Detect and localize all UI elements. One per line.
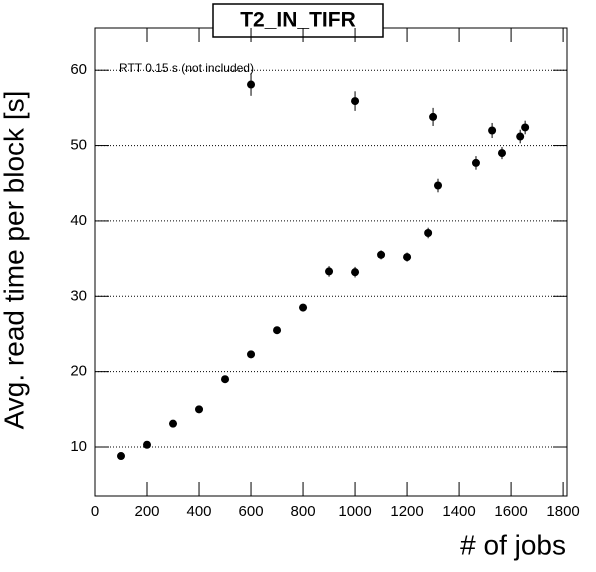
chart-title: T2_IN_TIFR bbox=[240, 9, 356, 32]
x-tick-label: 1000 bbox=[338, 503, 371, 520]
y-tick-label: 40 bbox=[70, 212, 87, 229]
x-tick-label: 1400 bbox=[442, 503, 475, 520]
data-point bbox=[351, 268, 360, 277]
data-point bbox=[403, 253, 412, 262]
x-axis-label: # of jobs bbox=[460, 529, 566, 560]
data-point bbox=[488, 126, 497, 135]
data-point bbox=[497, 149, 506, 158]
x-tick-label: 0 bbox=[91, 503, 99, 520]
data-point bbox=[195, 405, 204, 414]
data-point bbox=[424, 228, 433, 237]
x-tick-label: 1800 bbox=[546, 503, 579, 520]
data-point bbox=[299, 303, 308, 312]
title-box bbox=[212, 3, 384, 38]
y-tick-label: 60 bbox=[70, 61, 87, 78]
y-axis-label: Avg. read time per block [s] bbox=[0, 91, 29, 430]
x-tick-label: 1200 bbox=[390, 503, 423, 520]
data-point bbox=[377, 250, 386, 259]
data-point bbox=[434, 181, 443, 190]
data-point bbox=[516, 132, 525, 141]
data-point bbox=[247, 80, 256, 89]
data-point bbox=[117, 452, 126, 461]
x-tick-label: 600 bbox=[239, 503, 264, 520]
data-point bbox=[247, 350, 256, 359]
data-point bbox=[143, 440, 152, 449]
x-tick-label: 1600 bbox=[494, 503, 527, 520]
data-point bbox=[169, 419, 178, 428]
data-point bbox=[351, 97, 360, 106]
data-point bbox=[471, 158, 480, 167]
y-tick-label: 50 bbox=[70, 137, 87, 154]
data-point bbox=[325, 267, 334, 276]
x-tick-label: 800 bbox=[291, 503, 316, 520]
data-point bbox=[221, 375, 230, 384]
data-point bbox=[429, 112, 438, 121]
x-tick-label: 400 bbox=[187, 503, 212, 520]
y-tick-label: 30 bbox=[70, 287, 87, 304]
data-point bbox=[273, 326, 282, 335]
y-tick-label: 20 bbox=[70, 363, 87, 380]
annotation: RTT 0.15 s (not included) bbox=[119, 61, 254, 75]
y-tick-label: 10 bbox=[70, 438, 87, 455]
data-point bbox=[521, 123, 530, 132]
x-tick-label: 200 bbox=[134, 503, 159, 520]
plot-frame bbox=[94, 27, 568, 497]
